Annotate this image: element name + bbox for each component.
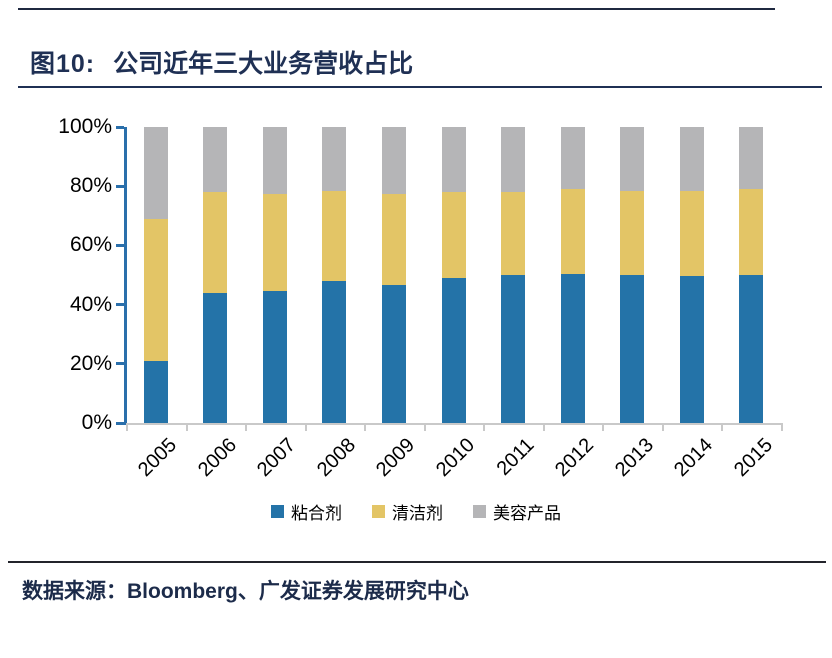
bar-segment [381,285,406,423]
bar-segment [620,275,645,423]
legend-swatch-icon [372,505,385,518]
bar-segment [739,275,764,423]
bar-segment [739,127,764,190]
x-tick [364,423,367,431]
bar-segment [262,127,287,194]
bar-segment [143,218,168,361]
legend-label: 粘合剂 [291,504,342,523]
y-tick [116,243,124,247]
x-tick-label: 2009 [372,434,420,482]
x-tick-label: 2014 [670,434,718,482]
legend-item: 清洁剂 [372,499,443,524]
y-tick [116,184,124,188]
x-tick [483,423,486,431]
x-tick [602,423,605,431]
bar-segment [381,193,406,286]
bar-segment [739,189,764,275]
bar-segment [501,275,526,423]
x-tick-label: 2005 [134,434,182,482]
figure-title-text: 公司近年三大业务营收占比 [113,50,414,78]
legend: 粘合剂 清洁剂 美容产品 [0,499,832,524]
x-tick [661,423,664,431]
bar-segment [679,190,704,277]
x-tick [185,423,188,431]
bar-segment [441,192,466,278]
legend-swatch-icon [473,505,486,518]
bar-segment [203,292,228,423]
x-tick-label: 2013 [610,434,658,482]
legend-swatch-icon [271,505,284,518]
footer-divider [8,561,826,563]
top-rule [18,8,775,10]
x-tick [126,423,128,431]
legend-item: 美容产品 [473,499,561,524]
x-tick [245,423,248,431]
y-tick-label: 20% [69,351,112,375]
bar-segment [322,280,347,423]
y-tick [116,125,124,129]
bar-segment [262,291,287,423]
title-underline [18,86,822,88]
figure-title: 图10: 公司近年三大业务营收占比 [30,44,413,80]
bar-segment [679,127,704,191]
y-tick-label: 60% [69,233,112,257]
x-tick [542,423,545,431]
x-tick [423,423,426,431]
bar-segment [620,190,645,275]
y-axis-line [124,127,127,425]
bar-segment [203,127,228,193]
y-tick [116,362,124,366]
y-tick-label: 80% [69,174,112,198]
bar-segment [560,127,585,190]
bar-segment [620,127,645,191]
x-tick-label: 2006 [193,434,241,482]
bar-segment [560,273,585,423]
bar-segment [441,277,466,423]
x-tick-label: 2015 [729,434,777,482]
bar-segment [322,127,347,191]
x-tick-label: 2007 [253,434,301,482]
x-tick [781,423,783,431]
bar-segment [441,127,466,193]
bar-segment [381,127,406,194]
bar-segment [679,276,704,423]
y-tick-label: 40% [69,292,112,316]
bar-segment [501,127,526,193]
legend-item: 粘合剂 [271,499,342,524]
bar-segment [203,192,228,293]
data-source: 数据来源：Bloomberg、广发证券发展研究中心 [22,580,469,603]
y-tick [116,303,124,307]
bar-segment [143,360,168,423]
y-tick-label: 0% [81,411,112,434]
bar-segment [560,189,585,274]
x-tick-label: 2012 [551,434,599,482]
bar-segment [262,193,287,292]
x-tick [721,423,724,431]
bar-segment [501,192,526,275]
x-tick-label: 2008 [312,434,360,482]
legend-label: 清洁剂 [392,504,443,523]
legend-label: 美容产品 [493,504,561,523]
figure-number: 图10: [30,50,96,78]
bar-segment [143,127,168,219]
x-tick [304,423,307,431]
y-tick [116,421,124,425]
x-tick-label: 2010 [432,434,480,482]
bar-segment [322,190,347,281]
y-tick-label: 100% [58,115,112,138]
x-axis-line [126,423,783,425]
x-tick-label: 2011 [492,434,539,480]
